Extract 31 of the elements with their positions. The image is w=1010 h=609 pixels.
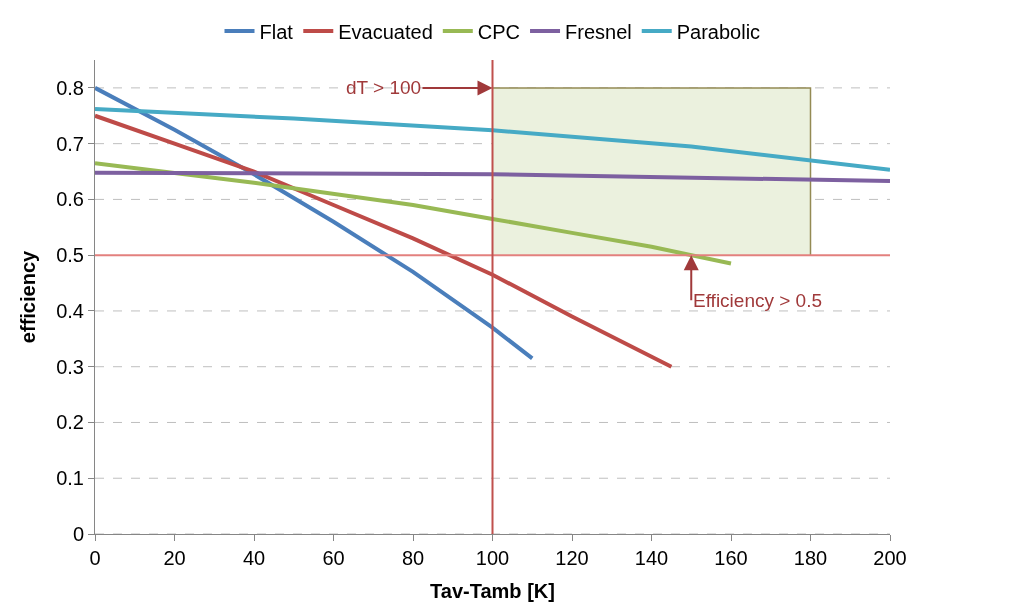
- x-tick-label: 120: [555, 547, 589, 569]
- line-series: [95, 161, 733, 266]
- y-tick-label: 0: [72, 523, 84, 545]
- y-tick-label: 0.5: [56, 244, 84, 267]
- y-axis-title: efficiency: [16, 249, 39, 344]
- y-tick-label: 0.2: [56, 411, 84, 434]
- annotation: Efficiency > 0.5: [693, 290, 823, 311]
- x-tick-label: 100: [475, 547, 510, 569]
- y-tick-label: 0.1: [56, 467, 84, 490]
- y-tick-label: 0.8: [56, 76, 84, 99]
- legend-label: Fresnel: [565, 20, 632, 43]
- y-tick-label: 0.7: [56, 132, 84, 155]
- legend-label: Parabolic: [676, 20, 761, 43]
- legend-label: Flat: [259, 20, 294, 43]
- x-tick-label: 0: [89, 547, 101, 569]
- y-tick-label: 0.6: [56, 188, 84, 211]
- x-tick-label: 180: [793, 547, 828, 569]
- x-tick-label: 140: [634, 547, 669, 569]
- x-tick-label: 40: [242, 547, 266, 569]
- annotation: dT > 100: [346, 77, 422, 98]
- y-tick-label: 0.3: [56, 355, 84, 378]
- x-tick-label: 80: [401, 547, 425, 569]
- x-tick-label: 20: [163, 547, 186, 569]
- legend-label: Evacuated: [338, 20, 433, 43]
- legend-label: CPC: [477, 20, 521, 43]
- x-tick-label: 160: [714, 547, 748, 569]
- line-series: [95, 107, 890, 172]
- y-tick-label: 0.4: [56, 299, 84, 322]
- x-tick-label: 200: [873, 547, 907, 569]
- x-tick-label: 60: [322, 547, 345, 569]
- x-axis-title: Tav-Tamb [K]: [430, 579, 555, 602]
